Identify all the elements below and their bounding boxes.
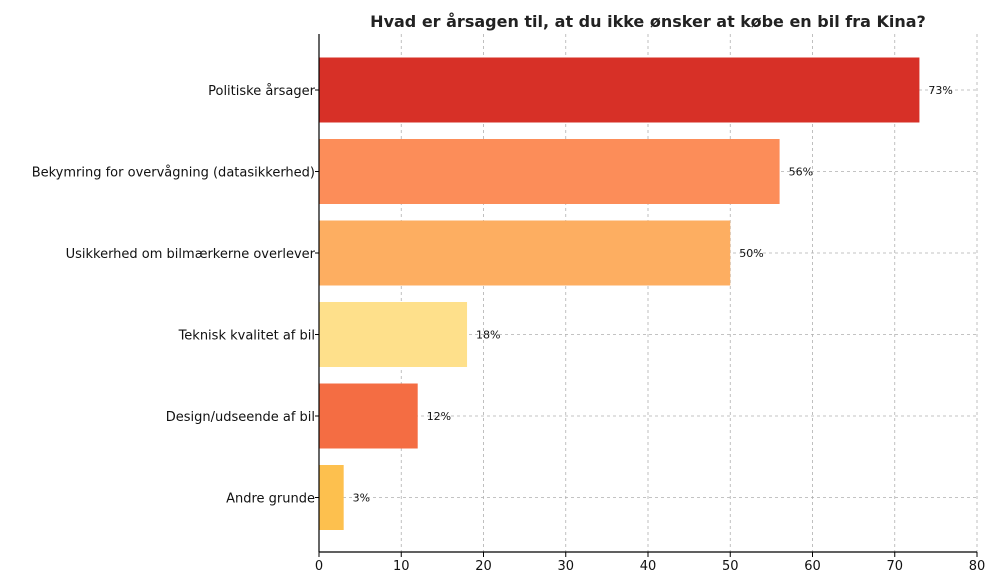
bar-value-label: 3% (353, 492, 370, 505)
bar-value-label: 50% (739, 247, 763, 260)
bar-value-label: 56% (789, 166, 813, 179)
category-label: Bekymring for overvågning (datasikkerhed… (32, 166, 315, 181)
x-tick-label: 80 (969, 559, 986, 574)
chart-title: Hvad er årsagen til, at du ikke ønsker a… (370, 12, 926, 31)
bar (319, 302, 468, 367)
bar (319, 465, 344, 530)
label-layer: 73% Politiske årsager 56% Bekymring for ove… (32, 84, 953, 507)
x-tick-label: 50 (722, 559, 739, 574)
category-label: Andre grunde (226, 492, 315, 507)
bar-value-label: 18% (476, 329, 500, 342)
bar (319, 57, 920, 123)
category-label: Usikkerhed om bilmærkerne overlever (66, 247, 316, 262)
bar (319, 383, 418, 449)
x-tick-label: 40 (640, 559, 657, 574)
category-label: Politiske årsager (208, 84, 316, 99)
bar-value-label: 12% (427, 410, 451, 423)
bar (319, 220, 731, 286)
x-tick-label: 60 (804, 559, 821, 574)
category-label: Teknisk kvalitet af bil (178, 329, 315, 344)
bar-value-label: 73% (928, 84, 952, 97)
x-tick-label: 0 (315, 559, 323, 574)
x-tick-label: 10 (393, 559, 410, 574)
x-tick-label: 70 (886, 559, 903, 574)
axis-layer: 0 10 20 30 40 50 60 70 80 (315, 34, 985, 574)
x-tick-label: 20 (475, 559, 492, 574)
category-label: Design/udseende af bil (166, 410, 315, 425)
bar-layer (319, 57, 920, 530)
x-tick-label: 30 (557, 559, 574, 574)
bar (319, 139, 780, 204)
